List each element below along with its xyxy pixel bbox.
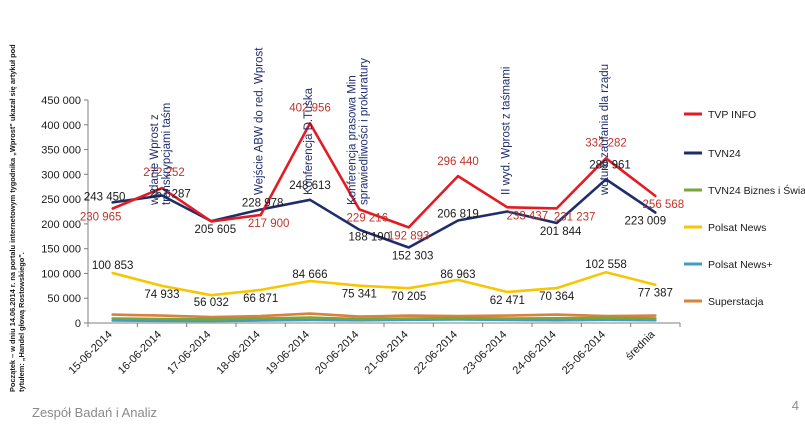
event-annotation-line: wotum zaufania dla rządu bbox=[599, 64, 611, 196]
series-line-superstacja bbox=[111, 312, 657, 319]
data-label-tvp_info: 230 965 bbox=[80, 212, 122, 224]
data-label-tvn24: 289 961 bbox=[589, 159, 631, 171]
event-annotation-line: Konferencja D.Tuska bbox=[303, 87, 315, 195]
event-annotation-line: transkrypcjami taśm bbox=[161, 103, 173, 205]
event-annotation: II wyd. Wprost z taśmami bbox=[500, 67, 512, 195]
legend-label: TVN24 Biznes i Świat bbox=[708, 184, 805, 197]
data-label-polsat_news: 70 364 bbox=[539, 291, 575, 303]
event-annotation: Wejście ABW do red. Wprost bbox=[254, 47, 266, 195]
legend-label: Polsat News+ bbox=[708, 259, 773, 271]
data-label-polsat_news: 84 666 bbox=[292, 269, 327, 281]
data-label-polsat_news: 100 853 bbox=[92, 260, 134, 272]
event-annotation-line: sprawiedliwości i prokuratury bbox=[358, 58, 370, 205]
data-label-tvp_info: 233 437 bbox=[507, 210, 549, 222]
data-label-polsat_news: 56 032 bbox=[194, 297, 229, 309]
side-note: Początek – w dniu 14.06.2014 r. na porta… bbox=[8, 44, 26, 392]
legend: TVP INFO TVN24 TVN24 Biznes i Świat Polsat … bbox=[684, 109, 805, 308]
side-note-line-1: Początek – w dniu 14.06.2014 r. na porta… bbox=[8, 44, 17, 392]
data-label-tvp_info: 402 956 bbox=[289, 102, 331, 114]
y-tick-label: 50 000 bbox=[47, 293, 81, 305]
y-tick-label: 150 000 bbox=[41, 244, 81, 256]
data-label-tvn24: 228 978 bbox=[242, 198, 284, 210]
data-label-tvn24: 201 844 bbox=[540, 226, 582, 238]
legend-item-tvp_info: TVP INFO bbox=[684, 109, 756, 121]
data-label-polsat_news: 62 471 bbox=[490, 295, 525, 307]
legend-item-tvn24_bis: TVN24 Biznes i Świat bbox=[684, 184, 805, 197]
data-label-tvp_info: 231 237 bbox=[554, 211, 596, 223]
x-tick-label: 24-06-2014 bbox=[511, 329, 559, 377]
x-tick-label: 18-06-2014 bbox=[215, 329, 263, 377]
data-label-tvp_info: 296 440 bbox=[437, 156, 479, 168]
event-annotation-line: Konferencja prasowa Min bbox=[346, 75, 358, 205]
event-annotation-layer: wydanie Wprost z transkrypcjami taśm Wejśc… bbox=[149, 47, 611, 206]
data-label-tvp_info: 272 252 bbox=[143, 167, 185, 179]
x-tick-label: 16-06-2014 bbox=[116, 329, 164, 377]
event-annotation: Konferencja prasowa Min sprawiedliwości i… bbox=[346, 58, 370, 205]
data-label-layer: 230 965 272 252 217 900 402 956 229 216 192 8… bbox=[80, 102, 684, 309]
data-label-tvn24: 223 009 bbox=[625, 215, 667, 227]
legend-label: TVP INFO bbox=[708, 109, 756, 121]
x-tick-label: 19-06-2014 bbox=[264, 329, 312, 377]
footer-organization: Zespół Badań i Analiz bbox=[32, 405, 157, 420]
event-annotation: wydanie Wprost z transkrypcjami taśm bbox=[149, 103, 173, 206]
legend-item-polsat_news_plus: Polsat News+ bbox=[684, 259, 773, 271]
x-tick-label: 25-06-2014 bbox=[560, 329, 608, 377]
data-label-polsat_news: 66 871 bbox=[243, 293, 278, 305]
data-label-polsat_news: 77 387 bbox=[638, 288, 673, 300]
event-annotation: wotum zaufania dla rządu bbox=[599, 64, 611, 196]
data-label-polsat_news: 70 205 bbox=[391, 291, 426, 303]
x-tick-label: 17-06-2014 bbox=[165, 329, 213, 377]
page-number: 4 bbox=[792, 398, 799, 413]
data-label-tvn24: 206 819 bbox=[437, 209, 479, 221]
data-label-tvn24: 248 613 bbox=[289, 180, 331, 192]
side-note-line-2: tytułem: „Handel głową Rostowskiego". bbox=[17, 252, 26, 392]
series-line-tvn24_bis bbox=[111, 316, 657, 321]
legend-item-superstacja: Superstacja bbox=[684, 296, 764, 308]
y-tick-label: 200 000 bbox=[41, 219, 81, 231]
x-tick-label: 20-06-2014 bbox=[313, 329, 361, 377]
y-tick-label: 250 000 bbox=[41, 194, 81, 206]
data-label-tvn24: 205 605 bbox=[195, 224, 237, 236]
legend-label: Polsat News bbox=[708, 222, 766, 234]
data-label-tvp_info: 217 900 bbox=[248, 218, 290, 230]
x-tick-label: 23-06-2014 bbox=[461, 329, 509, 377]
legend-label: TVN24 bbox=[708, 148, 741, 160]
legend-label: Superstacja bbox=[708, 296, 764, 308]
y-tick-label: 350 000 bbox=[41, 145, 81, 157]
x-tick-label: średnia bbox=[623, 328, 658, 363]
event-annotation-line: wydanie Wprost z bbox=[149, 114, 161, 206]
series-line-polsat_news bbox=[111, 270, 657, 297]
data-label-tvn24: 243 450 bbox=[84, 191, 126, 203]
y-tick-label: 100 000 bbox=[41, 268, 81, 280]
data-label-tvn24: 188 190 bbox=[349, 232, 391, 244]
data-label-polsat_news: 74 933 bbox=[144, 289, 179, 301]
data-label-tvn24: 257 287 bbox=[149, 189, 191, 201]
series-layer bbox=[111, 122, 657, 323]
x-tick-label: 15-06-2014 bbox=[67, 329, 115, 377]
data-label-tvp_info: 332 282 bbox=[585, 137, 627, 149]
x-tick-label: 22-06-2014 bbox=[412, 329, 460, 377]
event-annotation-line: II wyd. Wprost z taśmami bbox=[500, 67, 512, 195]
data-label-polsat_news: 75 341 bbox=[342, 289, 377, 301]
data-label-tvp_info: 192 893 bbox=[388, 230, 430, 242]
y-tick-label: 400 000 bbox=[41, 120, 81, 132]
y-tick-label: 450 000 bbox=[41, 95, 81, 107]
x-tick-label: 21-06-2014 bbox=[363, 329, 411, 377]
data-label-tvp_info: 256 568 bbox=[643, 199, 685, 211]
event-annotation-line: Wejście ABW do red. Wprost bbox=[254, 47, 266, 195]
legend-item-polsat_news: Polsat News bbox=[684, 222, 766, 234]
y-tick-label: 0 bbox=[75, 318, 81, 330]
data-label-polsat_news: 86 963 bbox=[440, 269, 475, 281]
series-line-tvp_info bbox=[111, 122, 657, 229]
y-tick-label: 300 000 bbox=[41, 169, 81, 181]
data-label-polsat_news: 102 558 bbox=[585, 259, 627, 271]
data-label-tvp_info: 229 216 bbox=[347, 212, 389, 224]
legend-item-tvn24: TVN24 bbox=[684, 148, 741, 160]
data-label-tvn24: 152 303 bbox=[392, 251, 434, 263]
event-annotation: Konferencja D.Tuska bbox=[303, 87, 315, 195]
